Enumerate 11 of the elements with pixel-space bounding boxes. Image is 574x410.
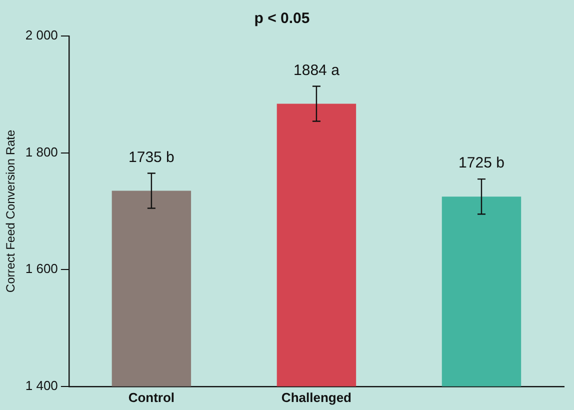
data-label: 1725 b [458,154,504,172]
y-tick-label: 1 400 [25,378,58,393]
chart-title: p < 0.05 [254,10,310,28]
y-tick-label: 1 800 [25,144,58,160]
data-label: 1884 a [294,62,340,79]
data-label: 1735 b [128,148,174,166]
x-tick-label: Control [128,390,175,405]
y-tick-label: 2 000 [25,28,58,43]
x-tick-label: Challenged [281,390,352,405]
y-tick-label: 1 600 [25,261,58,276]
y-axis-title: Correct Feed Conversion Rate [4,130,18,293]
